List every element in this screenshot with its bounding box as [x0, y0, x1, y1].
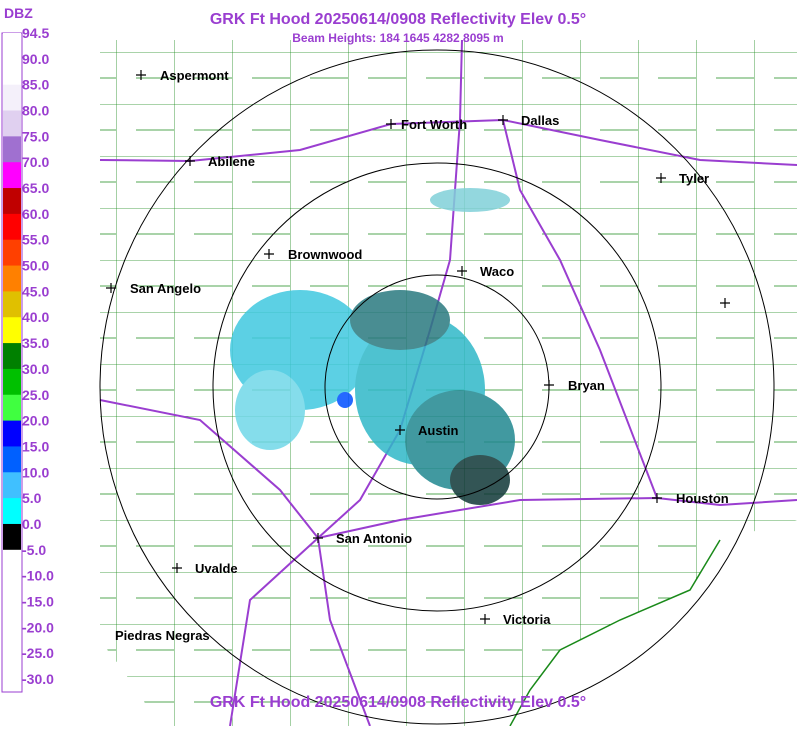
legend-label: 60.0: [22, 206, 49, 222]
city-marker: [106, 283, 116, 293]
legend-swatch: [3, 58, 21, 86]
legend-label: 80.0: [22, 103, 49, 119]
legend-swatch: [3, 498, 21, 525]
city-marker: [498, 115, 508, 125]
legend-label: -5.0: [22, 542, 46, 558]
city-marker: [185, 156, 195, 166]
legend-label: 94.5: [22, 25, 49, 41]
legend-swatch: [3, 343, 21, 370]
city-label: Victoria: [503, 612, 551, 627]
city-label: Aspermont: [160, 68, 229, 83]
radar-echoes: [230, 188, 515, 505]
legend-label: 40.0: [22, 309, 49, 325]
legend-swatch: [3, 446, 21, 473]
city-label: Brownwood: [288, 247, 362, 262]
city-label: Uvalde: [195, 561, 238, 576]
legend-label: 30.0: [22, 361, 49, 377]
city-label: San Antonio: [336, 531, 412, 546]
city-marker: [652, 493, 662, 503]
legend-label: 10.0: [22, 464, 49, 480]
city-marker: [264, 249, 274, 259]
legend-swatch: [3, 317, 21, 344]
city-marker: [313, 533, 323, 543]
legend-swatch: [3, 394, 21, 422]
city-marker: [172, 563, 182, 573]
legend-label: 65.0: [22, 180, 49, 196]
footer-title: GRK Ft Hood 20250614/0908 Reflectivity E…: [210, 694, 586, 711]
legend-swatch: [3, 549, 21, 577]
legend-swatch: [3, 601, 21, 628]
legend-label: 15.0: [22, 438, 49, 454]
city-label: Austin: [418, 423, 459, 438]
legend-swatch: [3, 110, 21, 137]
legend-swatch: [3, 213, 21, 241]
legend-label: 45.0: [22, 283, 49, 299]
city-marker: [136, 70, 146, 80]
city-label: Houston: [676, 491, 729, 506]
legend-label: 20.0: [22, 413, 49, 429]
legend-swatch: [3, 84, 21, 112]
legend-swatch: [3, 265, 21, 292]
legend-swatch: [3, 420, 21, 447]
city-label: Dallas: [521, 113, 559, 128]
city-label: Tyler: [679, 171, 709, 186]
legend-label: -30.0: [22, 671, 54, 687]
legend-label: 85.0: [22, 77, 49, 93]
city-marker: [720, 298, 730, 308]
title: GRK Ft Hood 20250614/0908 Reflectivity E…: [210, 11, 586, 28]
city-marker: [544, 380, 554, 390]
legend-label: 50.0: [22, 258, 49, 274]
legend-swatch: [3, 291, 21, 318]
legend-label: 35.0: [22, 335, 49, 351]
legend-swatch: [3, 162, 21, 189]
legend-label: 70.0: [22, 154, 49, 170]
city-marker: [480, 614, 490, 624]
legend-swatch: [3, 239, 21, 267]
legend-swatch: [3, 575, 21, 602]
legend-swatch: [3, 472, 21, 499]
legend-unit: DBZ: [4, 5, 33, 21]
city-marker: [656, 173, 666, 183]
city-marker: [386, 119, 396, 129]
legend-label: 55.0: [22, 232, 49, 248]
city-marker: [457, 266, 467, 276]
city-label: San Angelo: [130, 281, 201, 296]
subtitle: Beam Heights: 184 1645 4282 8095 m: [292, 31, 503, 45]
legend-label: -10.0: [22, 568, 54, 584]
legend-swatch: [3, 188, 21, 215]
legend-swatch: [3, 368, 21, 396]
legend-swatch: [3, 523, 21, 551]
legend-swatch: [3, 627, 21, 654]
legend-swatch: [3, 653, 21, 680]
legend-label: 5.0: [22, 490, 42, 506]
legend-label: -20.0: [22, 619, 54, 635]
coastline: [509, 539, 721, 727]
legend-label: 25.0: [22, 387, 49, 403]
city-label: Abilene: [208, 154, 255, 169]
legend-swatch: [3, 33, 21, 60]
city-label: Waco: [480, 264, 514, 279]
city-label: Fort Worth: [401, 117, 467, 132]
city-label: Piedras Negras: [115, 628, 210, 643]
city-marker: [395, 425, 405, 435]
legend-label: -15.0: [22, 593, 54, 609]
city-label: Bryan: [568, 378, 605, 393]
legend-label: 90.0: [22, 51, 49, 67]
legend-label: 75.0: [22, 128, 49, 144]
legend-swatch: [3, 136, 21, 163]
legend-label: -25.0: [22, 645, 54, 661]
legend-label: 0.0: [22, 516, 42, 532]
